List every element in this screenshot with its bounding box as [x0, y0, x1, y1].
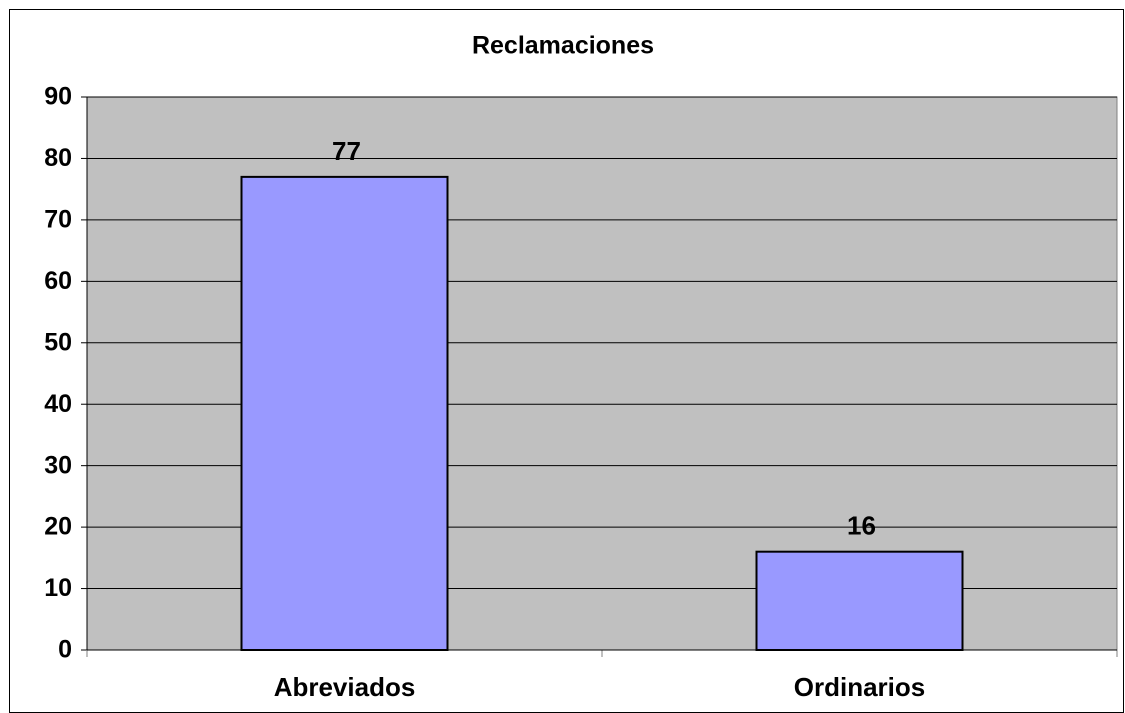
y-tick-label: 0	[58, 636, 72, 664]
y-tick-label: 10	[44, 574, 72, 602]
y-tick-label: 50	[44, 328, 72, 356]
y-tick-label: 30	[44, 451, 72, 479]
x-tick-label: Abreviados	[274, 672, 416, 702]
y-tick-label: 20	[44, 513, 72, 541]
data-label: 16	[847, 511, 876, 541]
data-label: 77	[332, 136, 361, 166]
y-tick-label: 60	[44, 267, 72, 295]
chart-title: Reclamaciones	[472, 32, 654, 60]
y-tick-label: 70	[44, 205, 72, 233]
y-tick-label: 40	[44, 390, 72, 418]
x-tick-label: Ordinarios	[794, 672, 925, 702]
bar	[755, 550, 964, 652]
bar	[240, 175, 449, 651]
y-tick-label: 80	[44, 144, 72, 172]
y-tick-label: 90	[44, 83, 72, 111]
